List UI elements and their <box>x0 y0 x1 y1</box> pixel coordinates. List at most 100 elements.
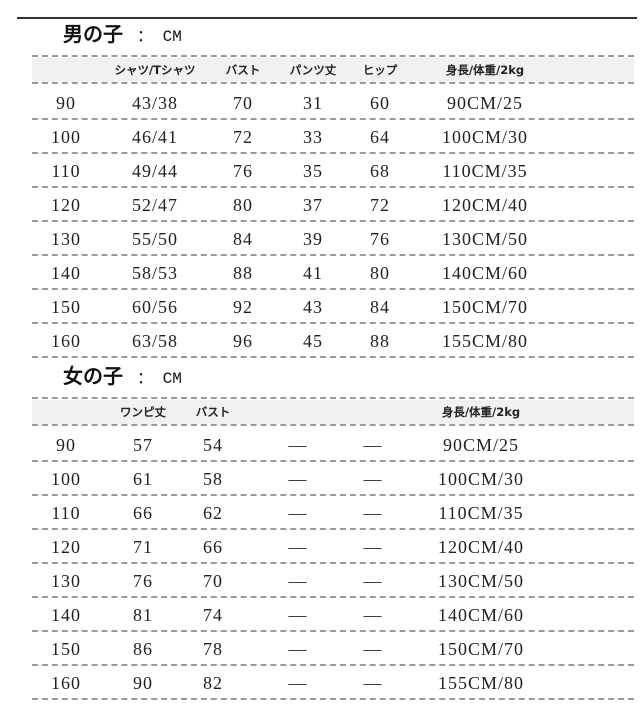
column-header: バスト <box>195 405 231 419</box>
column-header: パンツ丈 <box>289 63 337 77</box>
top-rule <box>17 17 637 19</box>
column-header: ワンピ丈 <box>120 405 166 419</box>
table-cell: 110CM/35 <box>438 503 524 523</box>
table-cell: — <box>363 605 383 625</box>
table-cell: 43/38 <box>131 93 179 113</box>
table-cell: 70 <box>233 93 253 113</box>
table-cell: 150 <box>51 297 81 317</box>
table-cell: — <box>288 639 308 659</box>
header-band <box>32 400 634 424</box>
row-divider <box>32 494 634 496</box>
table-cell: 88 <box>233 263 253 283</box>
table-cell: 130 <box>51 229 81 249</box>
row-divider <box>32 152 634 154</box>
table-cell: 63/58 <box>131 331 179 351</box>
table-cell: 61 <box>133 469 153 489</box>
table-cell: 80 <box>370 263 390 283</box>
table-cell: 62 <box>203 503 223 523</box>
table-cell: 72 <box>233 127 253 147</box>
table-cell: 160 <box>51 673 81 693</box>
boys-title: 男の子 ： CM <box>63 18 182 47</box>
table-cell: 60/56 <box>131 297 179 317</box>
row-divider <box>32 356 634 358</box>
table-cell: 82 <box>203 673 223 693</box>
column-header: バスト <box>225 63 261 77</box>
table-cell: 130CM/50 <box>441 229 529 249</box>
table-cell: 150CM/70 <box>437 639 525 659</box>
table-cell: 84 <box>370 297 390 317</box>
table-cell: 90 <box>56 93 76 113</box>
table-cell: 100 <box>51 127 81 147</box>
table-cell: 88 <box>370 331 390 351</box>
table-cell: 76 <box>370 229 390 249</box>
table-cell: 90CM/25 <box>446 93 524 113</box>
table-cell: 39 <box>303 229 323 249</box>
table-cell: — <box>363 435 383 455</box>
table-cell: 120 <box>51 537 81 557</box>
table-cell: — <box>363 537 383 557</box>
table-cell: — <box>363 639 383 659</box>
table-cell: — <box>363 469 383 489</box>
table-cell: 150CM/70 <box>441 297 529 317</box>
table-cell: 31 <box>303 93 323 113</box>
row-divider <box>32 118 634 120</box>
table-cell: 90 <box>133 673 153 693</box>
row-divider <box>32 664 634 666</box>
table-cell: 72 <box>370 195 390 215</box>
table-cell: 33 <box>303 127 323 147</box>
table-cell: 78 <box>203 639 223 659</box>
table-cell: — <box>288 571 308 591</box>
table-cell: 41 <box>303 263 323 283</box>
divider <box>32 55 634 57</box>
row-divider <box>32 562 634 564</box>
table-cell: 100CM/30 <box>441 127 529 147</box>
table-cell: 54 <box>203 435 223 455</box>
row-divider <box>32 698 634 700</box>
girls-title: 女の子 ： CM <box>63 360 182 389</box>
table-cell: 96 <box>233 331 253 351</box>
table-cell: 155CM/80 <box>441 331 529 351</box>
row-divider <box>32 288 634 290</box>
row-divider <box>32 460 634 462</box>
table-cell: — <box>288 537 308 557</box>
table-cell: 35 <box>303 161 323 181</box>
table-cell: — <box>288 435 308 455</box>
table-cell: 58/53 <box>131 263 179 283</box>
table-cell: 160 <box>51 331 81 351</box>
row-divider <box>32 596 634 598</box>
table-cell: 66 <box>133 503 153 523</box>
table-cell: 46/41 <box>131 127 179 147</box>
table-cell: 66 <box>203 537 223 557</box>
table-cell: — <box>288 469 308 489</box>
table-cell: 120 <box>51 195 81 215</box>
table-cell: 43 <box>303 297 323 317</box>
column-header: 身長/体重/2kg <box>441 405 521 419</box>
table-cell: 68 <box>370 161 390 181</box>
table-cell: 55/50 <box>131 229 179 249</box>
section-title: 男の子 <box>63 22 123 46</box>
divider <box>32 82 634 84</box>
table-cell: 110CM/35 <box>442 161 528 181</box>
divider <box>32 424 634 426</box>
table-cell: 84 <box>233 229 253 249</box>
table-cell: 150 <box>51 639 81 659</box>
row-divider <box>32 630 634 632</box>
row-divider <box>32 220 634 222</box>
row-divider <box>32 254 634 256</box>
table-cell: 60 <box>370 93 390 113</box>
table-cell: 100 <box>51 469 81 489</box>
table-cell: — <box>363 571 383 591</box>
table-cell: 130CM/50 <box>437 571 525 591</box>
table-cell: 120CM/40 <box>441 195 529 215</box>
table-cell: — <box>363 503 383 523</box>
table-cell: 140 <box>51 605 81 625</box>
table-cell: 140CM/60 <box>437 605 525 625</box>
table-cell: 90 <box>56 435 76 455</box>
table-cell: 57 <box>133 435 153 455</box>
table-cell: — <box>288 673 308 693</box>
unit-label: ： CM <box>137 28 182 46</box>
table-cell: 74 <box>203 605 223 625</box>
table-cell: 52/47 <box>131 195 179 215</box>
table-cell: 37 <box>303 195 323 215</box>
table-cell: 130 <box>51 571 81 591</box>
